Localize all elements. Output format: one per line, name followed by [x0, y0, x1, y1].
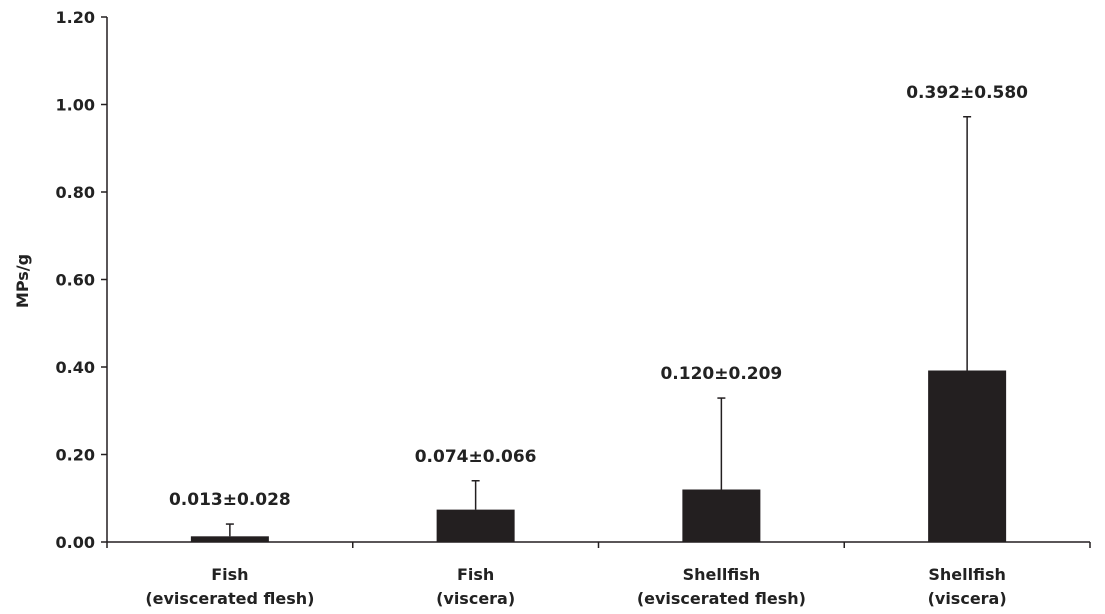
bar — [682, 489, 761, 542]
error-bars — [225, 116, 972, 537]
y-tick-label: 0.40 — [56, 358, 95, 377]
x-tick-label: Fish (eviscerated flesh) — [145, 565, 314, 608]
bar — [436, 509, 515, 542]
x-tick-label: Fish (viscera) — [436, 565, 515, 608]
y-axis-title: MPs/g — [13, 254, 32, 308]
data-label: 0.074±0.066 — [415, 447, 537, 467]
bars — [190, 370, 1007, 542]
y-tick-label: 0.80 — [56, 183, 95, 202]
x-tick-label: Shellfish (eviscerated flesh) — [637, 565, 806, 608]
y-tick-label: 0.60 — [56, 271, 95, 290]
x-tick-label: Shellfish (viscera) — [928, 565, 1007, 608]
bar — [928, 370, 1007, 542]
x-axis: Fish (eviscerated flesh) Fish (viscera) Shel… — [106, 541, 1091, 608]
data-label: 0.013±0.028 — [169, 490, 291, 510]
data-labels: 0.013±0.028 0.074±0.066 0.120±0.209 0.392±0… — [169, 83, 1028, 510]
data-label: 0.392±0.580 — [906, 83, 1028, 103]
y-tick-label: 1.20 — [56, 8, 95, 27]
data-label: 0.120±0.209 — [660, 364, 782, 384]
y-axis: 0.00 0.20 0.40 0.60 0.80 1.00 1.20 — [56, 8, 108, 552]
bar — [190, 536, 269, 542]
y-tick-label: 0.20 — [56, 446, 95, 465]
y-tick-label: 0.00 — [56, 533, 95, 552]
y-tick-label: 1.00 — [56, 96, 95, 115]
